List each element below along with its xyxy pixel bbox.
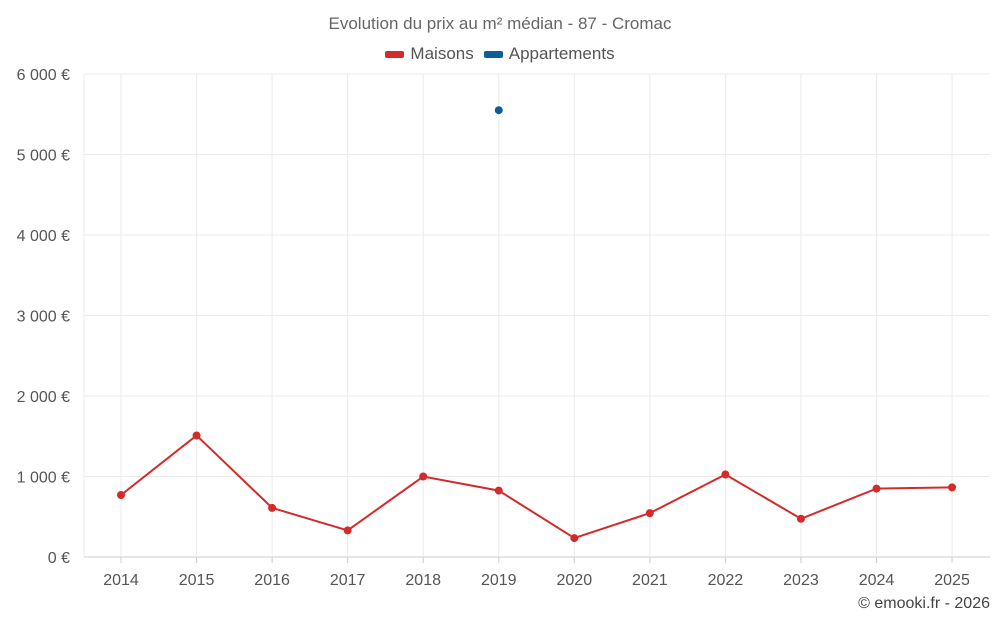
y-tick-label: 3 000 € — [17, 309, 70, 326]
data-point-0-1 — [192, 431, 201, 440]
x-tick-label: 2021 — [632, 572, 668, 589]
legend-label-maisons: Maisons — [410, 44, 474, 63]
x-tick-label: 2022 — [708, 572, 744, 589]
x-tick-label: 2014 — [103, 572, 139, 589]
x-tick-label: 2023 — [783, 572, 819, 589]
credit-text: © emooki.fr - 2026 — [858, 595, 990, 612]
x-tick-label: 2020 — [557, 572, 593, 589]
y-tick-label: 2 000 € — [17, 389, 70, 406]
legend-swatch-maisons — [385, 50, 405, 58]
legend-item-maisons[interactable]: Maisons — [385, 44, 474, 64]
legend-item-appartements[interactable]: Appartements — [483, 44, 615, 64]
data-point-0-5 — [494, 486, 503, 495]
data-point-0-4 — [419, 472, 428, 481]
x-tick-label: 2024 — [859, 572, 895, 589]
x-tick-label: 2019 — [481, 572, 517, 589]
data-point-0-2 — [268, 503, 277, 512]
x-tick-label: 2025 — [934, 572, 970, 589]
y-tick-label: 0 € — [48, 550, 70, 567]
legend-swatch-appartements — [483, 50, 503, 58]
data-point-0-6 — [570, 534, 579, 543]
data-point-0-3 — [343, 526, 352, 535]
y-tick-label: 1 000 € — [17, 470, 70, 487]
data-point-1-5 — [494, 106, 503, 115]
chart-title: Evolution du prix au m² médian - 87 - Cr… — [328, 14, 672, 33]
x-tick-label: 2017 — [330, 572, 366, 589]
y-tick-label: 4 000 € — [17, 228, 70, 245]
data-point-0-10 — [872, 484, 881, 493]
legend-label-appartements: Appartements — [508, 44, 615, 63]
data-point-0-11 — [948, 483, 957, 492]
data-point-0-0 — [117, 491, 125, 500]
chart-legend: Maisons Appartements — [0, 44, 1000, 64]
y-tick-label: 5 000 € — [17, 148, 70, 165]
series-line-0 — [120, 434, 953, 540]
x-tick-label: 2015 — [179, 572, 215, 589]
data-point-0-7 — [645, 509, 654, 518]
y-tick-label: 6 000 € — [17, 67, 70, 84]
data-point-0-9 — [796, 514, 805, 523]
x-tick-label: 2016 — [254, 572, 290, 589]
data-point-0-8 — [721, 470, 730, 479]
x-tick-label: 2018 — [405, 572, 441, 589]
